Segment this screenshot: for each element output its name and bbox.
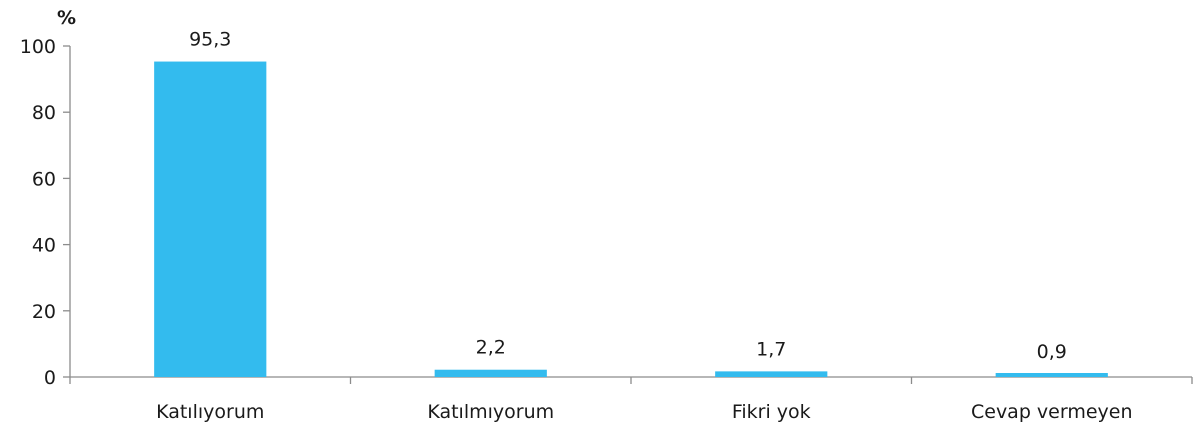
bar-data-label: 1,7: [756, 338, 786, 360]
x-category-label: Katılıyorum: [156, 401, 264, 423]
bar: [154, 61, 267, 377]
y-axis: 0 20 40 60 80 100: [20, 36, 71, 389]
x-category-label: Cevap vermeyen: [971, 401, 1133, 423]
bar-data-label: 2,2: [476, 337, 506, 359]
data-labels: 95,3 2,2 1,7 0,9: [189, 29, 1067, 363]
bar-data-label: 0,9: [1037, 341, 1067, 363]
y-tick-label: 0: [44, 367, 56, 389]
x-category-label: Katılmıyorum: [427, 401, 554, 423]
y-tick-label: 100: [20, 36, 56, 58]
x-axis: [69, 376, 1193, 384]
bar: [434, 369, 547, 377]
y-tick-label: 40: [32, 235, 56, 257]
x-category-label: Fikri yok: [732, 401, 811, 423]
y-axis-unit-label: %: [57, 7, 76, 29]
y-tick-label: 20: [32, 301, 56, 323]
bar: [995, 373, 1108, 377]
category-labels: Katılıyorum Katılmıyorum Fikri yok Cevap ve…: [156, 401, 1132, 423]
bar: [715, 371, 828, 377]
bar-data-label: 95,3: [189, 29, 231, 51]
bars: [154, 61, 1108, 377]
y-tick-label: 80: [32, 102, 56, 124]
y-tick-label: 60: [32, 168, 56, 190]
